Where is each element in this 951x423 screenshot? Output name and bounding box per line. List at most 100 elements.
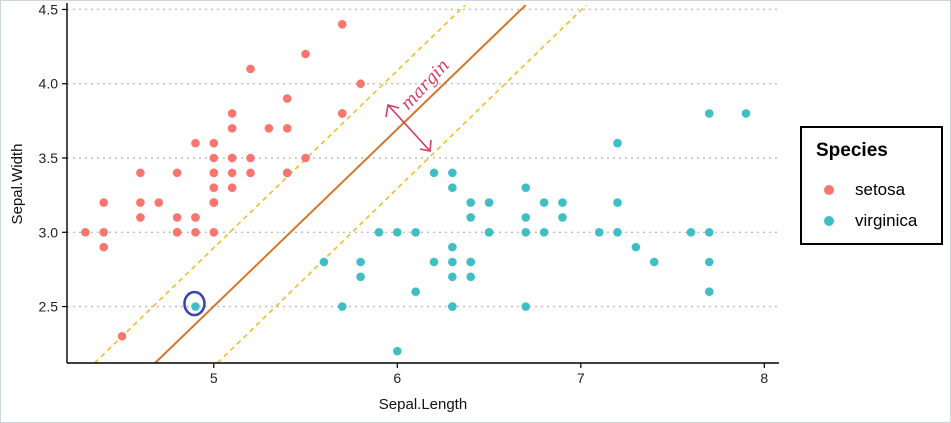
axes: 2.5 3.0 3.5 4.0 4.5 5 6 7 8 Sepal.Length Sepal.Wid…: [9, 1, 779, 413]
point-virginica: [411, 287, 420, 296]
point-virginica: [319, 257, 329, 267]
margin-line-upper: [93, 5, 466, 363]
point-setosa: [209, 168, 219, 178]
legend-swatch-setosa: [824, 185, 834, 195]
point-setosa: [337, 20, 347, 29]
point-setosa: [136, 168, 145, 178]
margin-arrow: [387, 104, 431, 152]
point-setosa: [282, 94, 292, 103]
point-virginica: [539, 227, 549, 237]
point-virginica: [686, 227, 696, 237]
point-setosa: [99, 227, 109, 237]
point-setosa: [282, 123, 292, 133]
point-setosa: [246, 64, 255, 74]
legend-title: Species: [816, 140, 888, 161]
margin-annotation: margin: [397, 56, 454, 115]
point-virginica: [613, 198, 622, 207]
y-tick-label: 3.5: [39, 150, 59, 166]
x-tick-label: 6: [393, 370, 401, 386]
y-tick-label: 3.0: [39, 224, 59, 240]
point-setosa: [227, 153, 237, 163]
point-setosa: [191, 213, 200, 222]
point-setosa: [264, 123, 274, 133]
point-virginica: [704, 227, 714, 237]
point-setosa: [246, 168, 255, 178]
point-virginica: [466, 272, 476, 282]
point-setosa: [246, 153, 255, 163]
legend-item-setosa: setosa: [824, 180, 905, 200]
point-virginica: [448, 168, 457, 178]
point-setosa: [99, 242, 109, 252]
point-virginica: [429, 257, 439, 267]
point-setosa: [209, 153, 219, 163]
legend-swatch-virginica: [824, 216, 834, 226]
point-virginica: [521, 183, 531, 193]
x-tick-label: 5: [210, 370, 218, 386]
point-setosa: [191, 227, 200, 237]
point-setosa: [172, 227, 182, 237]
point-virginica: [539, 198, 549, 207]
point-setosa: [136, 213, 145, 222]
data-points: [81, 20, 751, 356]
point-virginica: [448, 272, 457, 282]
x-axis-title: Sepal.Length: [379, 396, 467, 413]
margin-arrow-head-bottom: [419, 139, 432, 152]
point-virginica: [337, 302, 347, 311]
y-tick-label: 4.0: [39, 76, 59, 92]
point-virginica: [356, 257, 365, 267]
point-virginica: [613, 227, 622, 237]
point-virginica: [393, 227, 402, 237]
svm-lines: [93, 5, 587, 363]
point-setosa: [227, 168, 237, 178]
annotations: margin: [183, 56, 454, 317]
point-virginica: [521, 227, 531, 237]
point-setosa: [81, 227, 90, 237]
point-virginica: [594, 227, 604, 237]
point-setosa: [99, 198, 109, 207]
point-virginica: [374, 227, 384, 237]
point-setosa: [209, 183, 219, 193]
point-setosa: [337, 109, 347, 118]
point-virginica: [448, 302, 457, 311]
point-virginica: [356, 272, 365, 282]
point-setosa: [172, 213, 182, 222]
point-virginica: [558, 198, 567, 207]
legend: Species setosa virginica: [800, 126, 943, 245]
point-virginica: [649, 257, 659, 267]
y-tick-label: 2.5: [39, 299, 59, 315]
point-virginica: [741, 109, 751, 118]
point-setosa: [301, 49, 310, 59]
hyperplane-line: [154, 5, 527, 363]
point-virginica: [484, 227, 494, 237]
point-setosa: [154, 198, 164, 207]
gridlines: [67, 8, 779, 308]
point-setosa: [356, 79, 365, 89]
point-setosa: [209, 198, 219, 207]
margin-arrow-head-top: [385, 103, 400, 118]
point-setosa: [227, 183, 237, 193]
point-virginica: [466, 257, 476, 267]
point-setosa: [227, 109, 237, 118]
point-virginica: [631, 242, 641, 252]
y-axis-title: Sepal.Width: [9, 144, 26, 225]
point-virginica: [411, 227, 420, 237]
margin-line-lower: [216, 5, 587, 363]
point-setosa: [209, 227, 219, 237]
point-virginica: [466, 198, 476, 207]
point-virginica: [448, 242, 457, 252]
legend-label-setosa: setosa: [855, 180, 906, 199]
point-virginica: [521, 213, 531, 222]
point-virginica: [704, 109, 714, 118]
point-setosa: [282, 168, 292, 178]
point-virginica: [448, 257, 457, 267]
point-setosa: [209, 138, 219, 148]
legend-item-virginica: virginica: [824, 211, 917, 231]
x-tick-label: 7: [577, 370, 585, 386]
point-setosa: [191, 138, 200, 148]
point-setosa: [172, 168, 182, 178]
point-setosa: [227, 123, 237, 133]
point-virginica: [191, 302, 200, 311]
point-virginica: [466, 213, 476, 222]
